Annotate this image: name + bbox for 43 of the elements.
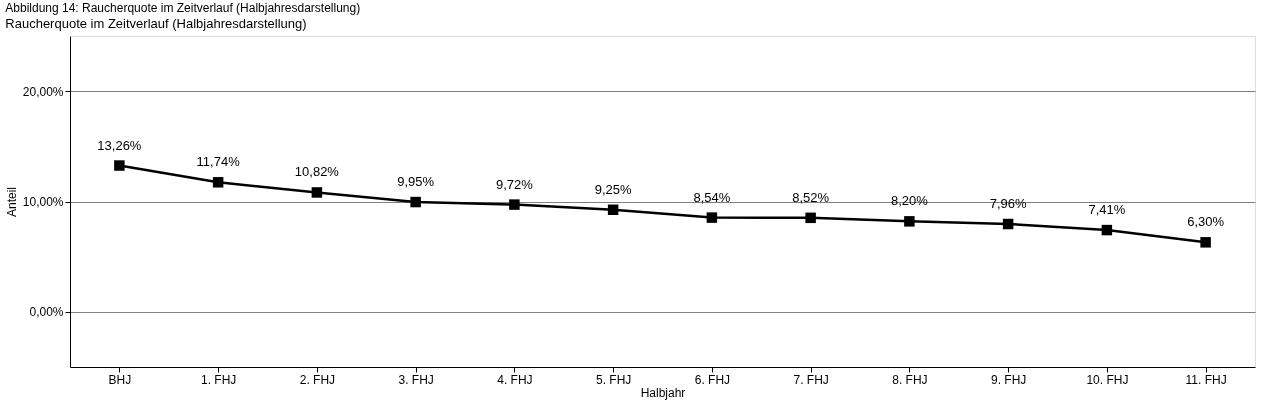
x-tick-label: 6. FHJ — [694, 372, 731, 387]
point — [509, 199, 520, 210]
x-tick-label: 9. FHJ — [990, 372, 1027, 387]
data-label: 8,52% — [792, 189, 830, 205]
data-label: 8,54% — [693, 189, 731, 205]
x-tick-label: 1. FHJ — [200, 372, 237, 387]
point — [607, 204, 619, 216]
point — [1002, 218, 1014, 230]
x-tick-label: 10. FHJ — [1086, 372, 1129, 387]
data-label: 11,74% — [196, 154, 241, 170]
y-tick-label: 20,00% — [22, 84, 64, 99]
data-label: 10,82% — [294, 164, 340, 180]
data-label: 9,95% — [397, 174, 435, 190]
x-tick-label: BHJ — [108, 372, 132, 387]
point — [805, 212, 816, 224]
x-tick-label: 5. FHJ — [595, 372, 632, 387]
chart-subtitle: Raucherquote im Zeitverlauf (Halbjahresdarstellung) — [5, 16, 307, 31]
x-tick-label: 8. FHJ — [892, 372, 928, 387]
point — [410, 196, 421, 208]
data-label: 8,20% — [890, 193, 929, 209]
data-label: 7,96% — [989, 196, 1027, 212]
point — [706, 212, 718, 223]
point — [212, 177, 224, 188]
x-tick-label: 11. FHJ — [1185, 372, 1227, 387]
x-axis-title: Halbjahr — [640, 385, 686, 400]
point — [311, 187, 323, 198]
point — [904, 216, 915, 227]
data-label: 9,72% — [495, 176, 534, 192]
y-tick-label: 10,00% — [22, 195, 64, 209]
data-label: 7,41% — [1088, 202, 1126, 218]
point — [114, 160, 125, 171]
y-tick-label: 0,00% — [29, 305, 64, 320]
data-label: 9,25% — [594, 181, 632, 197]
x-tick-label: 4. FHJ — [497, 372, 533, 387]
x-tick-label: 7. FHJ — [793, 372, 829, 387]
point — [1200, 237, 1211, 248]
y-axis-title: Anteil — [4, 186, 19, 218]
x-tick-label: 3. FHJ — [398, 372, 434, 387]
chart-title: Abbildung 14: Raucherquote im Zeitverlauf (Halbjahresdarstellung) — [5, 1, 361, 15]
data-label: 6,30% — [1187, 214, 1225, 230]
x-tick-label: 2. FHJ — [299, 372, 336, 387]
point — [1101, 224, 1113, 236]
data-label: 13,26% — [97, 137, 142, 153]
